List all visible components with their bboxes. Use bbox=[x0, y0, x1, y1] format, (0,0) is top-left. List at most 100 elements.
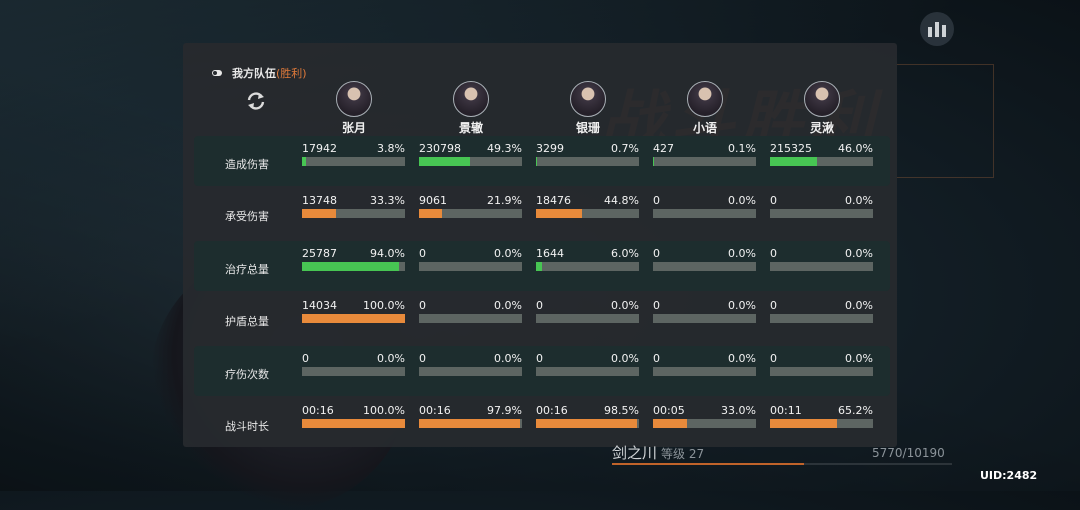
banner-frame bbox=[895, 64, 994, 178]
stat-cell: 0 0.0% bbox=[419, 247, 522, 271]
stat-value: 18476 bbox=[536, 194, 571, 208]
stat-value: 0 bbox=[653, 247, 660, 261]
stat-value: 9061 bbox=[419, 194, 447, 208]
stat-value: 215325 bbox=[770, 142, 812, 156]
uid-label: UID:2482 bbox=[980, 469, 1037, 482]
stat-bar bbox=[770, 157, 873, 166]
team-label: 我方队伍 bbox=[232, 65, 276, 81]
stat-value: 1644 bbox=[536, 247, 564, 261]
stat-value: 0 bbox=[653, 194, 660, 208]
stat-cell: 0 0.0% bbox=[770, 299, 873, 323]
stat-percent: 0.0% bbox=[611, 299, 639, 313]
stat-value: 0 bbox=[653, 352, 660, 366]
character-3: 银珊 bbox=[548, 81, 628, 136]
stat-percent: 44.8% bbox=[604, 194, 639, 208]
exp-text: 5770/10190 bbox=[872, 446, 945, 460]
stat-percent: 97.9% bbox=[487, 404, 522, 418]
stat-cell: 0 0.0% bbox=[653, 194, 756, 218]
stat-bar bbox=[653, 314, 756, 323]
player-name: 剑之川 bbox=[612, 444, 657, 462]
stat-bar bbox=[302, 209, 405, 218]
stat-percent: 0.0% bbox=[845, 299, 873, 313]
stat-bar bbox=[302, 314, 405, 323]
stat-bar bbox=[419, 209, 522, 218]
stat-percent: 3.8% bbox=[377, 142, 405, 156]
result-label: (胜利) bbox=[276, 65, 307, 81]
stat-percent: 33.0% bbox=[721, 404, 756, 418]
stat-percent: 0.0% bbox=[494, 352, 522, 366]
stat-cell: 00:16 98.5% bbox=[536, 404, 639, 428]
stat-bar bbox=[419, 262, 522, 271]
character-4: 小语 bbox=[665, 81, 745, 136]
stat-cell: 0 0.0% bbox=[653, 247, 756, 271]
stat-percent: 0.0% bbox=[494, 247, 522, 261]
stat-value: 0 bbox=[419, 247, 426, 261]
stat-percent: 98.5% bbox=[604, 404, 639, 418]
stat-bar bbox=[536, 419, 639, 428]
character-5: 灵湫 bbox=[782, 81, 862, 136]
stat-value: 0 bbox=[302, 352, 309, 366]
stat-bar-fill bbox=[302, 314, 405, 323]
avatar bbox=[453, 81, 489, 117]
refresh-icon[interactable] bbox=[244, 89, 268, 113]
stat-bar bbox=[419, 314, 522, 323]
stat-bar bbox=[770, 367, 873, 376]
stat-bar bbox=[653, 419, 756, 428]
stat-value: 0 bbox=[770, 247, 777, 261]
panel-header: 我方队伍 (胜利) bbox=[212, 65, 307, 81]
stat-percent: 0.0% bbox=[728, 247, 756, 261]
player-info: 剑之川等级 27 bbox=[612, 442, 704, 463]
stat-percent: 0.7% bbox=[611, 142, 639, 156]
stat-percent: 65.2% bbox=[838, 404, 873, 418]
stat-percent: 0.1% bbox=[728, 142, 756, 156]
stat-percent: 0.0% bbox=[728, 352, 756, 366]
stat-bar bbox=[770, 262, 873, 271]
player-level: 等级 27 bbox=[661, 447, 704, 461]
stat-bar bbox=[770, 209, 873, 218]
stat-value: 0 bbox=[536, 352, 543, 366]
stat-value: 00:16 bbox=[536, 404, 568, 418]
stat-percent: 49.3% bbox=[487, 142, 522, 156]
bar-chart-icon bbox=[928, 27, 932, 37]
stats-button[interactable] bbox=[920, 12, 954, 46]
stat-value: 0 bbox=[770, 299, 777, 313]
stat-percent: 0.0% bbox=[728, 194, 756, 208]
avatar bbox=[687, 81, 723, 117]
stat-percent: 0.0% bbox=[728, 299, 756, 313]
stat-bar-fill bbox=[302, 209, 336, 218]
toggle-icon[interactable] bbox=[212, 70, 222, 76]
stat-label: 承受伤害 bbox=[225, 208, 269, 224]
stat-bar bbox=[536, 367, 639, 376]
stat-bar-fill bbox=[536, 262, 542, 271]
stat-label: 护盾总量 bbox=[225, 313, 269, 329]
exp-bar-fill bbox=[612, 463, 804, 465]
stat-bar bbox=[302, 419, 405, 428]
stat-bar-fill bbox=[302, 419, 405, 428]
avatar bbox=[804, 81, 840, 117]
avatar bbox=[570, 81, 606, 117]
stat-value: 427 bbox=[653, 142, 674, 156]
stat-bar-fill bbox=[536, 419, 637, 428]
stat-percent: 94.0% bbox=[370, 247, 405, 261]
stat-cell: 0 0.0% bbox=[536, 299, 639, 323]
stat-bar bbox=[653, 262, 756, 271]
stat-bar-fill bbox=[770, 157, 817, 166]
character-name: 灵湫 bbox=[782, 119, 862, 136]
stat-value: 0 bbox=[536, 299, 543, 313]
stat-percent: 0.0% bbox=[845, 352, 873, 366]
stat-percent: 0.0% bbox=[494, 299, 522, 313]
